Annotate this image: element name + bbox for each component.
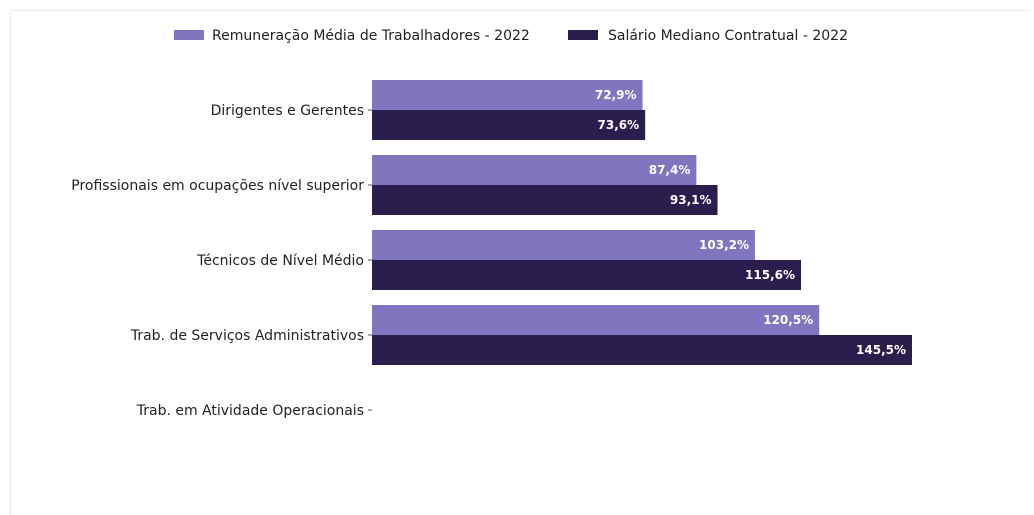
chart-legend: Remuneração Média de Trabalhadores - 202… xyxy=(174,28,848,44)
bar xyxy=(372,110,646,140)
plot-area: Dirigentes e Gerentes 72,9% 73,6% Profissio… xyxy=(71,80,912,419)
legend-label: Salário Mediano Contratual - 2022 xyxy=(608,28,848,44)
bar-value-label: 72,9% xyxy=(595,88,637,102)
bar-value-label: 120,5% xyxy=(763,313,813,327)
bar-value-label: 87,4% xyxy=(649,163,691,177)
bar xyxy=(372,185,718,215)
bar xyxy=(372,155,697,185)
category-label: Técnicos de Nível Médio xyxy=(196,253,364,269)
chart-frame xyxy=(10,10,1030,515)
legend-label: Remuneração Média de Trabalhadores - 202… xyxy=(212,28,530,44)
bar xyxy=(372,230,756,260)
bar xyxy=(372,260,802,290)
category-label: Profissionais em ocupações nível superio… xyxy=(71,178,364,194)
bar xyxy=(372,335,912,365)
legend-swatch xyxy=(568,30,598,40)
category-label: Dirigentes e Gerentes xyxy=(211,103,364,119)
category-label: Trab. em Atividade Operacionais xyxy=(136,403,364,419)
bar-value-label: 115,6% xyxy=(745,268,795,282)
bar-value-label: 103,2% xyxy=(699,238,749,252)
legend-swatch xyxy=(174,30,204,40)
bar xyxy=(372,80,643,110)
legend-item: Remuneração Média de Trabalhadores - 202… xyxy=(174,28,530,44)
bar xyxy=(372,305,820,335)
bar-value-label: 93,1% xyxy=(670,193,712,207)
bar-value-label: 145,5% xyxy=(856,343,906,357)
bar-value-label: 73,6% xyxy=(598,118,640,132)
legend-item: Salário Mediano Contratual - 2022 xyxy=(568,28,848,44)
category-label: Trab. de Serviços Administrativos xyxy=(130,328,364,344)
